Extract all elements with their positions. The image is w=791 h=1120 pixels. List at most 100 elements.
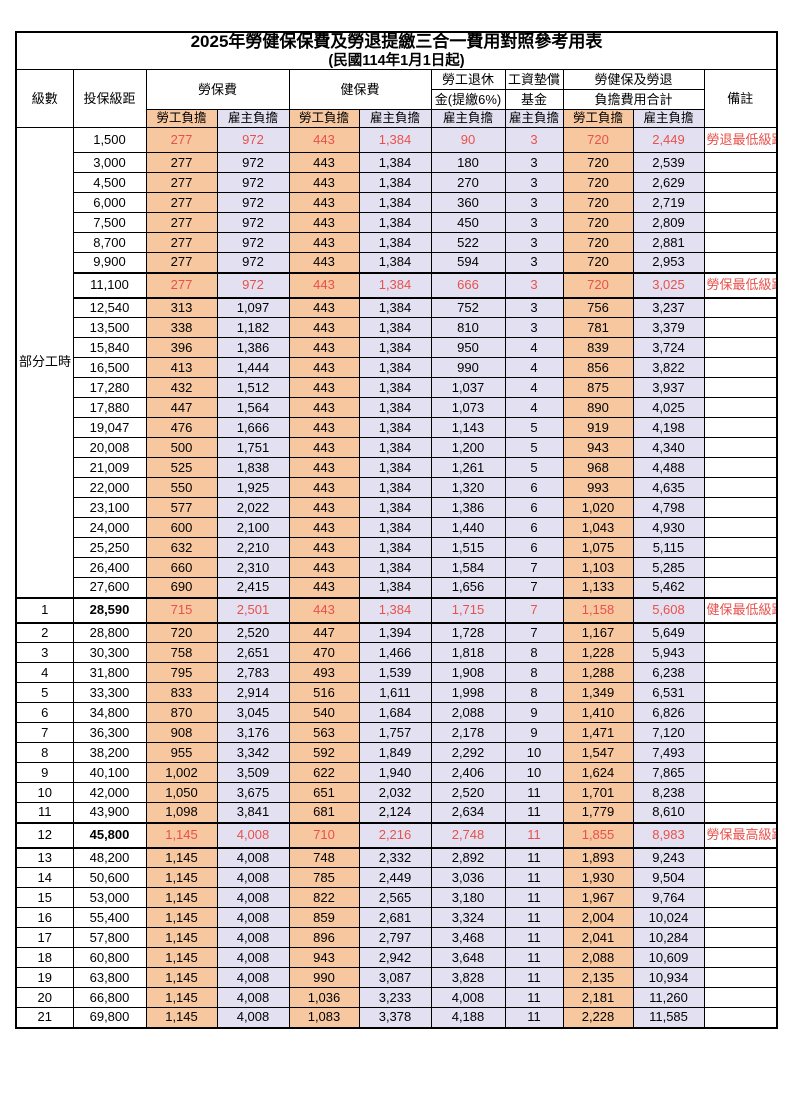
cell-level: 21 <box>15 1007 74 1029</box>
cell-health-employee: 443 <box>288 271 360 299</box>
table-row: 17,280 432 1,512 443 1,384 1,037 4 875 3,937 <box>16 377 778 399</box>
table-row: 19,047 476 1,666 443 1,384 1,143 5 919 4,198 <box>16 417 778 439</box>
cell-salary-bracket: 66,800 <box>72 987 147 1009</box>
cell-salary-bracket: 12,540 <box>72 297 147 319</box>
cell-health-employer: 1,757 <box>358 722 432 744</box>
table-row: 17 57,800 1,145 4,008 896 2,797 3,468 11 2,041 10… <box>15 927 778 949</box>
cell-health-employee: 443 <box>288 172 360 194</box>
cell-total-employee: 720 <box>562 252 634 274</box>
cell-wage-fund-employer: 3 <box>504 212 564 234</box>
cell-health-employee: 443 <box>288 152 360 174</box>
table-row: 20,008 500 1,751 443 1,384 1,200 5 943 4,340 <box>16 437 778 459</box>
cell-labor-employer: 2,520 <box>216 622 290 644</box>
cell-health-employer: 1,384 <box>358 252 432 274</box>
cell-salary-bracket: 55,400 <box>72 907 147 929</box>
cell-labor-employee: 1,145 <box>145 821 218 849</box>
cell-salary-bracket: 13,500 <box>72 317 147 339</box>
table-row: 13 48,200 1,145 4,008 748 2,332 2,892 11 1,893 9,… <box>15 847 778 869</box>
subheader-total-employer: 雇主負擔 <box>632 109 705 129</box>
cell-pension-employer: 2,520 <box>430 782 506 804</box>
cell-remark <box>703 557 778 579</box>
cell-health-employer: 3,087 <box>358 967 432 989</box>
cell-total-employee: 2,004 <box>562 907 634 929</box>
cell-wage-fund-employer: 6 <box>504 497 564 519</box>
cell-total-employer: 9,764 <box>632 887 705 909</box>
cell-total-employee: 1,075 <box>562 537 634 559</box>
cell-health-employee: 443 <box>288 297 360 319</box>
cell-total-employer: 10,609 <box>632 947 705 969</box>
cell-total-employee: 1,043 <box>562 517 634 539</box>
cell-total-employer: 2,809 <box>632 212 705 234</box>
cell-salary-bracket: 6,000 <box>72 192 147 214</box>
cell-total-employee: 720 <box>562 212 634 234</box>
cell-labor-employer: 3,675 <box>216 782 290 804</box>
cell-total-employee: 720 <box>562 271 634 299</box>
cell-salary-bracket: 33,300 <box>72 682 147 704</box>
cell-pension-employer: 3,828 <box>430 967 506 989</box>
cell-total-employee: 2,228 <box>562 1007 634 1029</box>
cell-labor-employee: 1,145 <box>145 967 218 989</box>
cell-salary-bracket: 60,800 <box>72 947 147 969</box>
cell-remark <box>703 477 778 499</box>
cell-health-employer: 1,466 <box>358 642 432 664</box>
cell-labor-employee: 432 <box>145 377 218 399</box>
cell-level: 9 <box>15 762 74 784</box>
cell-pension-employer: 4,188 <box>430 1007 506 1029</box>
cell-remark <box>703 967 778 989</box>
cell-total-employee: 856 <box>562 357 634 379</box>
cell-remark <box>703 702 778 724</box>
cell-labor-employee: 1,145 <box>145 907 218 929</box>
cell-labor-employer: 2,914 <box>216 682 290 704</box>
cell-labor-employee: 1,145 <box>145 927 218 949</box>
cell-total-employee: 1,779 <box>562 802 634 824</box>
cell-labor-employer: 4,008 <box>216 987 290 1009</box>
col-header-wage-fund-line2: 基金 <box>504 89 564 111</box>
premium-reference-table: 2025年勞健保保費及勞退提繳三合一費用對照參考用表 (民國114年1月1日起)… <box>15 31 778 1029</box>
cell-level: 11 <box>15 802 74 824</box>
col-header-salary-bracket: 投保級距 <box>72 69 147 129</box>
table-row: 22,000 550 1,925 443 1,384 1,320 6 993 4,635 <box>16 477 778 499</box>
table-row: 7 36,300 908 3,176 563 1,757 2,178 9 1,471 7,120 <box>15 722 778 744</box>
cell-pension-employer: 1,584 <box>430 557 506 579</box>
cell-labor-employee: 525 <box>145 457 218 479</box>
cell-wage-fund-employer: 9 <box>504 722 564 744</box>
cell-remark <box>703 252 778 274</box>
cell-level: 5 <box>15 682 74 704</box>
cell-labor-employer: 3,045 <box>216 702 290 724</box>
col-header-total-line2: 負擔費用合計 <box>562 89 705 111</box>
cell-pension-employer: 360 <box>430 192 506 214</box>
cell-labor-employer: 972 <box>216 127 290 154</box>
cell-remark <box>703 622 778 644</box>
cell-health-employee: 651 <box>288 782 360 804</box>
cell-labor-employer: 2,783 <box>216 662 290 684</box>
cell-remark <box>703 497 778 519</box>
cell-pension-employer: 810 <box>430 317 506 339</box>
cell-remark <box>703 662 778 684</box>
cell-health-employee: 443 <box>288 417 360 439</box>
cell-labor-employee: 1,050 <box>145 782 218 804</box>
cell-labor-employee: 277 <box>145 127 218 154</box>
cell-health-employer: 2,332 <box>358 847 432 869</box>
cell-wage-fund-employer: 9 <box>504 702 564 724</box>
cell-health-employee: 1,083 <box>288 1007 360 1029</box>
cell-remark <box>703 742 778 764</box>
cell-total-employee: 720 <box>562 172 634 194</box>
cell-labor-employee: 600 <box>145 517 218 539</box>
cell-health-employer: 2,797 <box>358 927 432 949</box>
cell-remark <box>703 642 778 664</box>
table-row: 11 43,900 1,098 3,841 681 2,124 2,634 11 1,779 8,… <box>15 802 778 824</box>
cell-salary-bracket: 24,000 <box>72 517 147 539</box>
table-row: 24,000 600 2,100 443 1,384 1,440 6 1,043 4,930 <box>16 517 778 539</box>
cell-labor-employee: 277 <box>145 192 218 214</box>
col-header-pension-line2: 金(提繳6%) <box>430 89 506 111</box>
cell-wage-fund-employer: 10 <box>504 742 564 764</box>
cell-labor-employee: 1,002 <box>145 762 218 784</box>
cell-health-employer: 1,384 <box>358 337 432 359</box>
cell-pension-employer: 1,656 <box>430 577 506 599</box>
cell-labor-employee: 908 <box>145 722 218 744</box>
cell-labor-employee: 577 <box>145 497 218 519</box>
cell-total-employee: 1,930 <box>562 867 634 889</box>
cell-remark <box>703 987 778 1009</box>
cell-total-employer: 2,629 <box>632 172 705 194</box>
cell-total-employee: 1,967 <box>562 887 634 909</box>
